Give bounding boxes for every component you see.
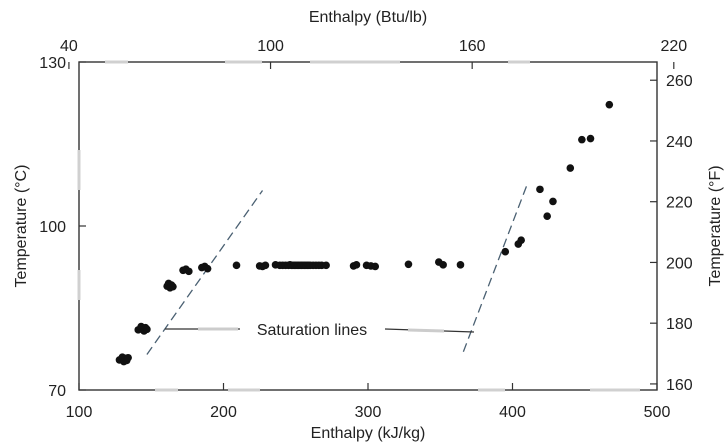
data-point: [233, 262, 241, 270]
y2-tick-label: 260: [666, 73, 693, 90]
x-tick-label: 300: [355, 404, 382, 421]
x2-tick-label: 220: [660, 38, 687, 55]
data-point: [262, 262, 270, 270]
y-tick-label: 100: [39, 219, 66, 236]
y2-tick-label: 200: [666, 255, 693, 272]
y-axis-title: Temperature (°C): [13, 165, 30, 288]
data-point: [543, 212, 551, 220]
annotation-leader-highlight-right: [408, 330, 444, 331]
data-point: [353, 261, 361, 269]
data-point: [549, 198, 557, 206]
saturation-line: [463, 185, 527, 352]
y2-axis-title: Temperature (°F): [707, 165, 724, 286]
data-point: [439, 261, 447, 269]
data-point: [169, 283, 177, 291]
data-point: [567, 164, 575, 172]
x-tick-label: 200: [210, 404, 237, 421]
x-tick-label: 100: [66, 404, 93, 421]
y2-tick-label: 180: [666, 316, 693, 333]
data-point: [405, 260, 413, 268]
data-point: [536, 186, 544, 194]
x-axis-title: Enthalpy (kJ/kg): [311, 425, 426, 442]
x2-tick-label: 40: [60, 38, 78, 55]
data-point: [124, 354, 132, 362]
y-tick-label: 130: [39, 55, 66, 72]
data-point: [185, 268, 193, 276]
data-point: [587, 135, 595, 143]
data-point: [606, 101, 614, 109]
data-point: [204, 265, 212, 273]
data-point: [322, 262, 330, 270]
data-point: [143, 326, 151, 334]
x2-tick-label: 100: [257, 38, 284, 55]
x-tick-label: 500: [644, 404, 671, 421]
plot-frame: [79, 62, 657, 390]
data-point: [501, 248, 509, 256]
x2-axis-title: Enthalpy (Btu/lb): [309, 9, 427, 26]
y2-tick-label: 220: [666, 195, 693, 212]
y-tick-label: 70: [48, 383, 66, 400]
x-tick-label: 400: [499, 404, 526, 421]
data-point: [578, 136, 586, 144]
axis-ticks: [69, 62, 674, 390]
data-point: [371, 263, 379, 271]
data-point: [517, 236, 525, 244]
y2-tick-label: 160: [666, 377, 693, 394]
y2-tick-label: 240: [666, 134, 693, 151]
data-point: [457, 261, 465, 269]
frame-overprints: [79, 62, 640, 390]
saturation-lines-label: Saturation lines: [257, 322, 367, 339]
x2-tick-label: 160: [459, 38, 486, 55]
